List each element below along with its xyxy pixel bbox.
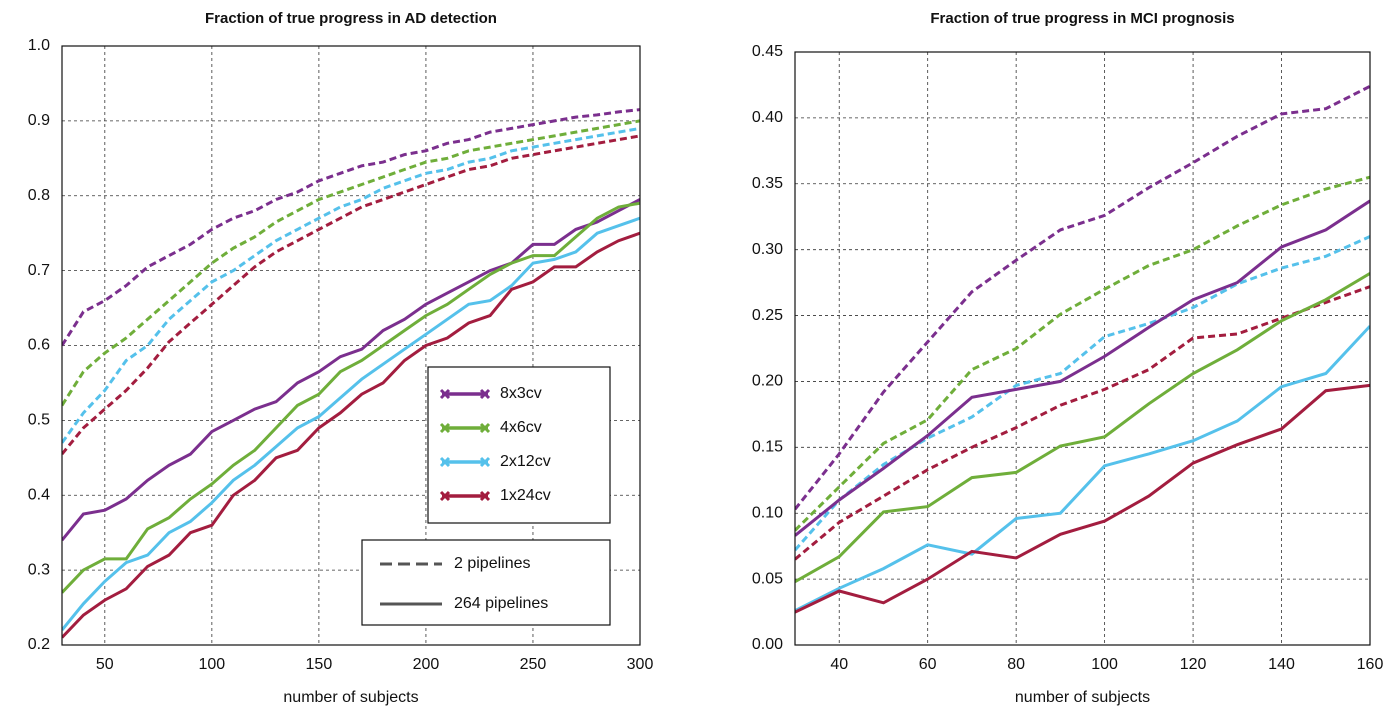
x-tick-label: 300 <box>627 656 654 673</box>
x-tick-label: 250 <box>520 656 547 673</box>
series-line <box>62 119 640 407</box>
legend-box <box>361 539 611 626</box>
y-tick-label: 1.0 <box>28 37 50 54</box>
legend-label: 1x24cv <box>500 487 551 504</box>
y-tick-label: 0.3 <box>28 561 50 578</box>
legend-marker <box>479 490 491 502</box>
legend-marker <box>439 456 451 468</box>
series-line <box>795 383 1370 614</box>
series-line <box>795 285 1370 561</box>
series-line <box>62 126 640 444</box>
y-tick-label: 0.9 <box>28 112 50 129</box>
x-axis-label: number of subjects <box>283 689 418 706</box>
y-tick-label: 0.7 <box>28 262 50 279</box>
series-line <box>795 84 1370 511</box>
legend-marker <box>439 388 451 400</box>
x-tick-label: 60 <box>919 656 937 673</box>
y-tick-label: 0.5 <box>28 412 50 429</box>
legend-label: 264 pipelines <box>454 595 548 612</box>
y-tick-label: 0.45 <box>752 43 783 60</box>
series-line <box>795 272 1370 584</box>
x-tick-label: 140 <box>1268 656 1295 673</box>
series-line <box>62 198 640 542</box>
legend-marker <box>479 456 491 468</box>
y-tick-label: 0.4 <box>28 486 50 503</box>
legend-marker <box>439 490 451 502</box>
y-tick-label: 0.25 <box>752 307 783 324</box>
plot-frame <box>794 51 1371 646</box>
series-line <box>795 235 1370 552</box>
y-tick-label: 0.20 <box>752 373 783 390</box>
y-tick-label: 0.8 <box>28 187 50 204</box>
y-tick-label: 0.35 <box>752 175 783 192</box>
series-line <box>62 231 640 639</box>
y-tick-label: 0.30 <box>752 241 783 258</box>
legend-label: 4x6cv <box>500 419 542 436</box>
legend-marker <box>479 388 491 400</box>
x-tick-label: 120 <box>1180 656 1207 673</box>
x-tick-label: 50 <box>96 656 114 673</box>
y-tick-label: 0.10 <box>752 504 783 521</box>
series-line <box>62 216 640 631</box>
series-line <box>795 175 1370 532</box>
series-line <box>62 134 640 456</box>
x-tick-label: 160 <box>1357 656 1384 673</box>
y-tick-label: 0.05 <box>752 570 783 587</box>
x-tick-label: 100 <box>1091 656 1118 673</box>
x-tick-label: 200 <box>413 656 440 673</box>
legend-marker <box>479 422 491 434</box>
x-tick-label: 150 <box>306 656 333 673</box>
legend-label: 2 pipelines <box>454 555 531 572</box>
legend-label: 2x12cv <box>500 453 551 470</box>
plot-frame <box>61 45 641 646</box>
x-tick-label: 80 <box>1007 656 1025 673</box>
y-tick-label: 0.2 <box>28 636 50 653</box>
series-line <box>795 325 1370 613</box>
x-axis-label: number of subjects <box>1015 689 1150 706</box>
series-line <box>62 201 640 594</box>
series-line <box>795 199 1370 537</box>
x-tick-label: 100 <box>199 656 226 673</box>
y-tick-label: 0.40 <box>752 109 783 126</box>
legend-label: 8x3cv <box>500 385 542 402</box>
chart-title: Fraction of true progress in MCI prognos… <box>930 10 1234 27</box>
series-line <box>62 108 640 347</box>
chart-title: Fraction of true progress in AD detectio… <box>205 10 497 27</box>
y-tick-label: 0.6 <box>28 337 50 354</box>
legend-marker <box>439 422 451 434</box>
y-tick-label: 0.15 <box>752 439 783 456</box>
x-tick-label: 40 <box>830 656 848 673</box>
y-tick-label: 0.00 <box>752 636 783 653</box>
